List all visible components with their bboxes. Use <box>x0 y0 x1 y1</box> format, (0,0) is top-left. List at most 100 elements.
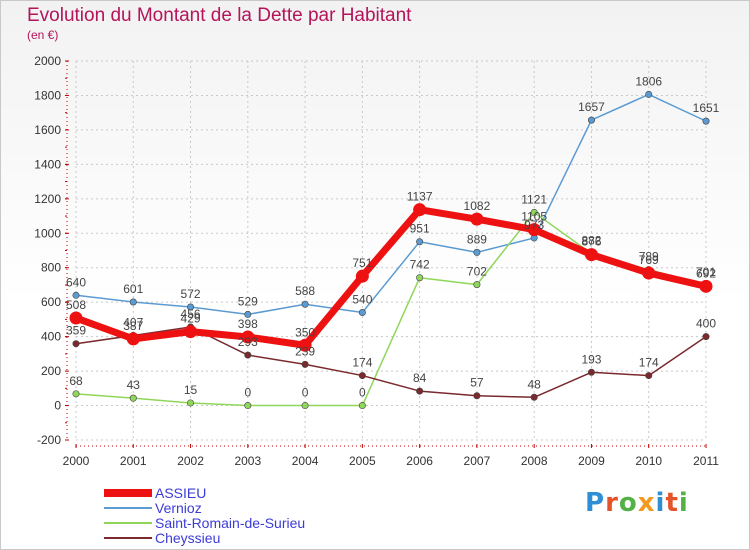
series-point-0 <box>129 298 137 306</box>
data-label-3: 692 <box>696 266 716 280</box>
series-point-3 <box>699 279 713 293</box>
series-line-3 <box>74 206 707 349</box>
logo-letter: i <box>678 488 689 518</box>
data-label-1: 882 <box>581 234 601 248</box>
proxiti-logo: Proxiti <box>585 488 689 518</box>
data-label-1: 701 <box>696 265 716 279</box>
data-label-1: 68 <box>69 374 83 388</box>
series-point-1 <box>129 394 137 402</box>
series-point-3 <box>470 212 484 226</box>
data-label-2: 84 <box>413 371 427 385</box>
data-label-2: 48 <box>528 377 542 391</box>
logo-letter: r <box>605 488 619 518</box>
x-tick-label: 2006 <box>406 454 433 468</box>
data-label-0: 640 <box>66 275 86 289</box>
series-point-2 <box>244 351 252 359</box>
series-point-1 <box>244 402 252 410</box>
data-label-0: 588 <box>295 284 315 298</box>
data-label-3: 429 <box>181 312 201 326</box>
data-label-1: 0 <box>359 386 366 400</box>
legend-label-2: Cheyssieu <box>155 530 220 546</box>
series-point-2 <box>72 340 80 348</box>
series-point-1 <box>358 402 366 410</box>
series-point-3 <box>298 338 312 352</box>
data-label-0: 1806 <box>635 74 662 88</box>
series-point-2 <box>473 392 481 400</box>
series-point-3 <box>355 269 369 283</box>
y-tick-label: 400 <box>41 330 61 344</box>
series-point-2 <box>530 393 538 401</box>
chart-title: Evolution du Montant de la Dette par Hab… <box>27 5 412 26</box>
series-point-3 <box>184 325 198 339</box>
series-point-3 <box>642 266 656 280</box>
x-tick-label: 2008 <box>521 454 548 468</box>
data-label-2: 400 <box>696 317 716 331</box>
data-label-3: 751 <box>352 256 372 270</box>
data-label-3: 387 <box>123 319 143 333</box>
x-tick-label: 2004 <box>292 454 319 468</box>
x-tick-label: 2001 <box>120 454 147 468</box>
data-label-0: 951 <box>410 222 430 236</box>
data-label-3: 350 <box>295 325 315 339</box>
series-point-3 <box>69 311 83 325</box>
y-tick-label: 0 <box>54 399 61 413</box>
series-point-3 <box>413 203 427 217</box>
y-tick-label: -200 <box>37 433 61 447</box>
series-line-0 <box>75 93 707 316</box>
series-point-3 <box>584 248 598 262</box>
series-point-3 <box>241 330 255 344</box>
logo-letter: i <box>655 488 666 518</box>
data-label-0: 529 <box>238 294 258 308</box>
data-label-2: 193 <box>581 352 601 366</box>
y-tick-label: 1400 <box>34 157 61 171</box>
series-point-2 <box>358 372 366 380</box>
series-point-0 <box>72 291 80 299</box>
logo-letter: o <box>618 488 638 518</box>
data-label-1: 0 <box>302 386 309 400</box>
series-point-3 <box>126 332 140 346</box>
y-tick-label: 1800 <box>34 88 61 102</box>
data-label-2: 293 <box>238 335 258 349</box>
data-label-1: 43 <box>127 378 141 392</box>
unit-label: (en €) <box>27 28 59 42</box>
data-label-3: 769 <box>639 253 659 267</box>
y-tick-label: 600 <box>41 295 61 309</box>
series-point-2 <box>416 387 424 395</box>
x-tick-label: 2002 <box>177 454 204 468</box>
data-label-1: 0 <box>244 386 251 400</box>
legend-label-1: Saint-Romain-de-Surieu <box>155 515 305 531</box>
x-tick-label: 2011 <box>693 454 719 468</box>
data-label-0: 540 <box>352 293 372 307</box>
y-tick-label: 200 <box>41 364 61 378</box>
data-label-0: 889 <box>467 232 487 246</box>
data-label-2: 174 <box>352 356 372 370</box>
data-label-2: 359 <box>66 324 86 338</box>
data-label-3: 876 <box>581 235 601 249</box>
data-label-1: 15 <box>184 383 198 397</box>
series-point-2 <box>301 360 309 368</box>
series-point-2 <box>587 368 595 376</box>
series-point-0 <box>702 117 710 125</box>
series-line-2 <box>75 326 707 399</box>
data-label-2: 407 <box>123 315 143 329</box>
series-point-0 <box>587 116 595 124</box>
data-label-0: 1657 <box>578 100 605 114</box>
data-label-0: 973 <box>524 218 544 232</box>
logo-letter: t <box>665 488 679 518</box>
data-label-3: 1137 <box>407 190 433 204</box>
series-point-1 <box>187 399 195 407</box>
series-point-2 <box>702 333 710 341</box>
legend-label-0: Vernioz <box>155 500 202 516</box>
data-label-1: 789 <box>639 250 659 264</box>
series-point-0 <box>416 238 424 246</box>
logo-letter: P <box>585 488 606 518</box>
logo-letter: x <box>637 488 656 518</box>
data-label-0: 572 <box>181 287 201 301</box>
series-point-1 <box>530 208 538 216</box>
series-point-0 <box>244 310 252 318</box>
x-tick-label: 2009 <box>578 454 605 468</box>
data-label-3: 1105 <box>521 210 547 224</box>
y-tick-label: 800 <box>41 261 61 275</box>
